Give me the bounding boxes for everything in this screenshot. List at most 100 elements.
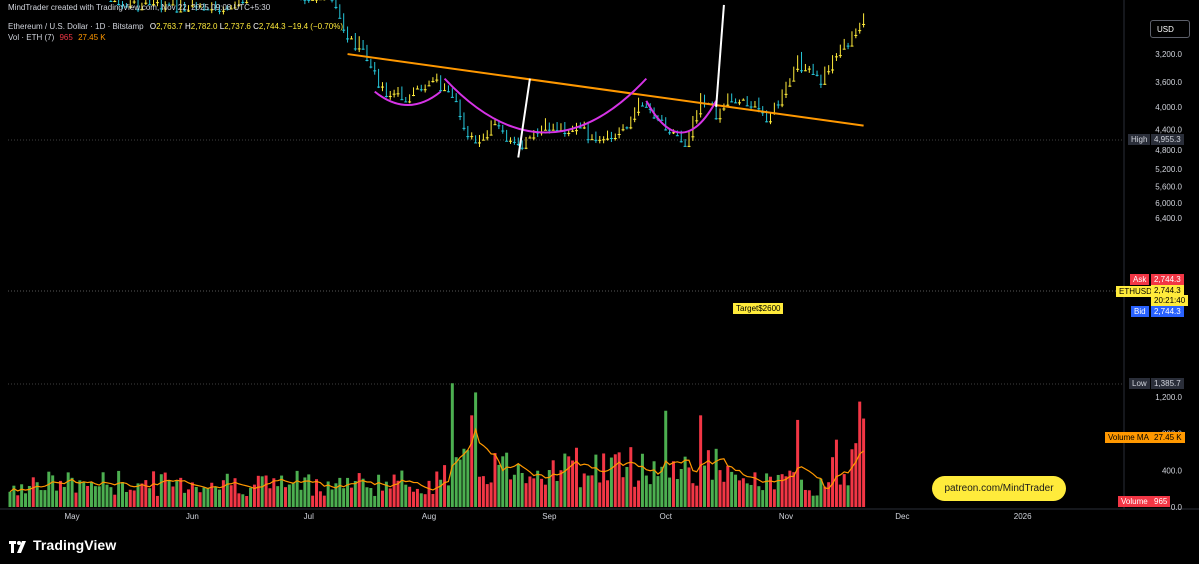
neckline-trendline xyxy=(347,53,864,127)
volume-legend-value: 965 xyxy=(59,33,73,42)
candle-body xyxy=(365,59,369,61)
volume-bar xyxy=(152,471,156,507)
candle-body xyxy=(109,0,113,2)
candle-body xyxy=(373,70,377,72)
volume-bar xyxy=(633,486,637,507)
volume-bar xyxy=(311,495,315,507)
volume-bar xyxy=(315,479,319,507)
volume-bar xyxy=(12,485,16,507)
volume-bar xyxy=(396,480,400,507)
patreon-link[interactable]: patreon.com/MindTrader xyxy=(932,476,1066,501)
volume-bar xyxy=(51,475,55,507)
bid-tag-label: Bid xyxy=(1131,306,1149,317)
volume-bar xyxy=(784,476,788,507)
candle-body xyxy=(159,8,163,10)
volume-bar xyxy=(648,484,652,507)
candle-body xyxy=(392,93,396,95)
candle-body xyxy=(854,34,858,36)
volume-bar xyxy=(361,478,365,507)
currency-button[interactable]: USD xyxy=(1150,20,1190,38)
volume-bar xyxy=(497,464,501,507)
volume-bar xyxy=(175,480,179,507)
volume-bar xyxy=(606,480,610,507)
candle-body xyxy=(761,112,765,114)
candle-body xyxy=(737,102,741,104)
candle-body xyxy=(695,120,699,122)
low-label: L xyxy=(219,22,225,31)
candle-body xyxy=(691,136,695,138)
candle-body xyxy=(730,101,734,103)
candle-body xyxy=(815,74,819,76)
candle-body xyxy=(439,90,443,92)
candle-body xyxy=(850,45,854,47)
volume-bar xyxy=(117,470,121,507)
volume-bar xyxy=(128,489,132,507)
volume-bar xyxy=(419,493,423,507)
volume-bar xyxy=(109,487,113,507)
volume-bar xyxy=(82,481,86,507)
candle-body xyxy=(117,3,121,5)
candle-body xyxy=(582,127,586,129)
candle-body xyxy=(501,130,505,132)
candle-body xyxy=(338,17,342,19)
volume-bar xyxy=(124,491,128,507)
candle-body xyxy=(625,127,629,129)
candle-body xyxy=(811,73,815,75)
candle-body xyxy=(567,132,571,134)
volume-bar xyxy=(664,410,668,507)
volume-bar xyxy=(171,486,175,507)
candle-body xyxy=(784,93,788,95)
candle-body xyxy=(346,38,350,40)
candle-body xyxy=(652,117,656,119)
candle-body xyxy=(369,66,373,68)
open-label: O xyxy=(149,22,157,31)
volume-bar xyxy=(229,485,233,507)
time-tick-label: Dec xyxy=(895,512,909,521)
volume-bar xyxy=(264,475,268,507)
volume-bar xyxy=(214,486,218,507)
candle-body xyxy=(233,7,237,9)
right-shoulder-arc xyxy=(645,100,718,134)
volume-bar xyxy=(89,482,93,507)
volume-bar xyxy=(454,457,458,507)
candle-body xyxy=(803,70,807,72)
volume-bar xyxy=(377,474,381,507)
candle-body xyxy=(528,137,532,139)
volume-bar xyxy=(505,452,509,507)
volume-bar xyxy=(245,495,249,507)
candle-body xyxy=(679,141,683,143)
volume-bar xyxy=(800,479,804,507)
volume-bar xyxy=(233,478,237,507)
candle-body xyxy=(124,6,128,8)
candle-body xyxy=(214,6,218,8)
price-tick-label: 5,200.0 xyxy=(1155,165,1182,174)
volume-bar xyxy=(625,466,629,507)
volume-bar xyxy=(55,490,59,507)
volume-bar xyxy=(423,494,427,507)
volume-bar xyxy=(695,485,699,507)
time-tick-label: Oct xyxy=(659,512,672,521)
high-value: 2,782.0 xyxy=(190,22,218,31)
candle-body xyxy=(493,124,497,126)
candle-body xyxy=(745,105,749,107)
target-label: Target$2600 xyxy=(733,303,784,314)
open-value: 2,763.7 xyxy=(156,22,183,31)
candle-body xyxy=(668,132,672,134)
candle-body xyxy=(509,140,513,142)
candle-body xyxy=(644,106,648,108)
volume-ma-line xyxy=(9,427,864,493)
volume-bar xyxy=(105,484,109,507)
volume-bar xyxy=(268,488,272,507)
volume-bar xyxy=(392,474,396,507)
volume-bar xyxy=(330,489,334,507)
axes: 6,400.0 6,000.0 5,600.0 5,200.0 4,800.0 4,400… xyxy=(0,0,1199,521)
volume-bar xyxy=(148,488,152,507)
volume-tick-label: 400.0 xyxy=(1162,466,1183,475)
volume-bar xyxy=(144,480,148,507)
candle-body xyxy=(245,1,249,3)
volume-bar xyxy=(776,474,780,507)
volume-bar xyxy=(834,439,838,507)
volume-bar xyxy=(342,488,346,507)
candle-body xyxy=(377,86,381,88)
